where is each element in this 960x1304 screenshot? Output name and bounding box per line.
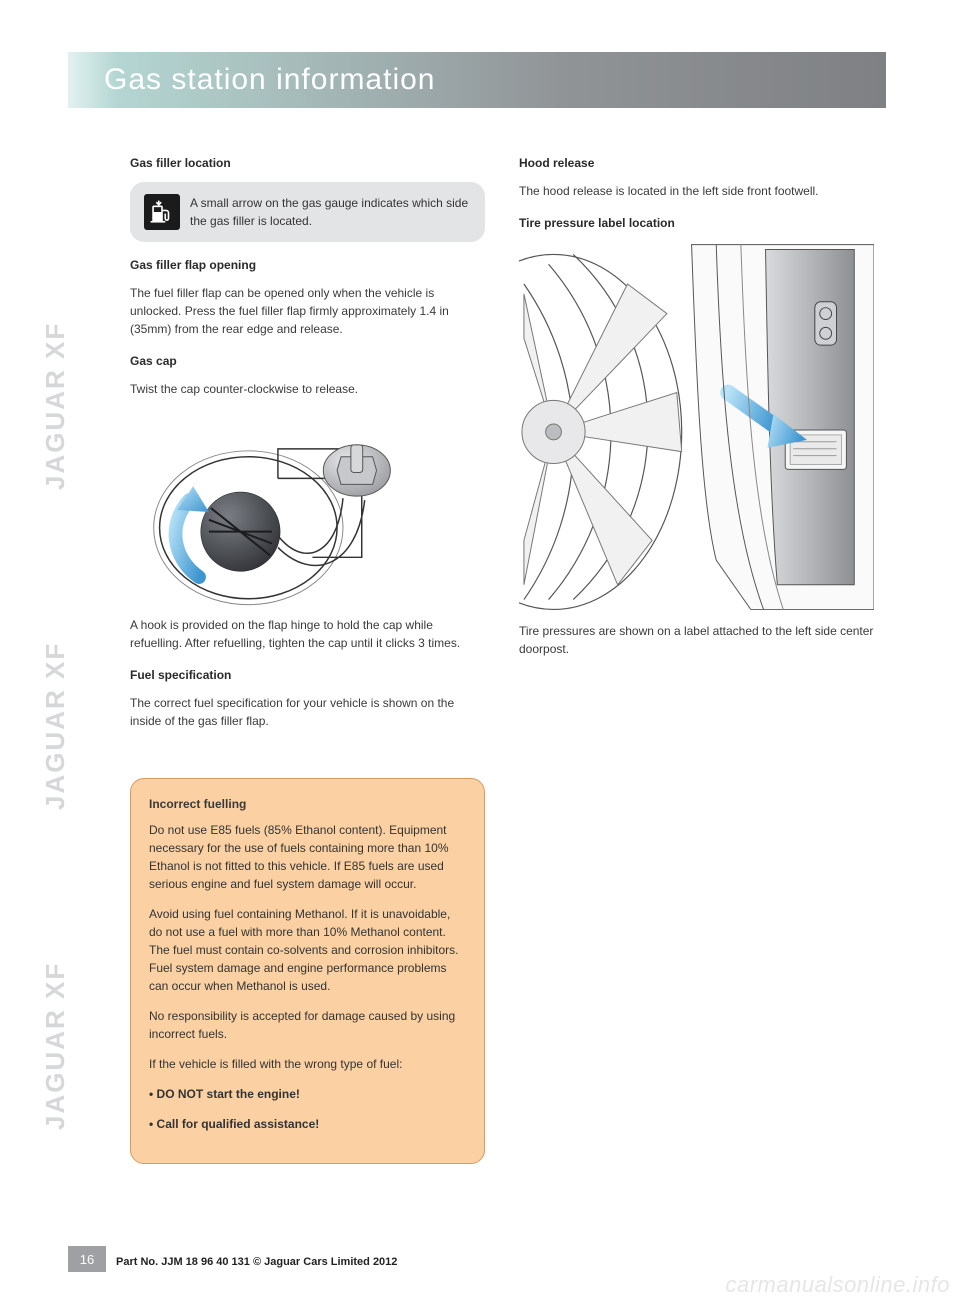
footer-text: Part No. JJM 18 96 40 131 © Jaguar Cars … [116, 1256, 397, 1268]
para-tire: Tire pressures are shown on a label atta… [519, 622, 874, 658]
warn-title: Incorrect fuelling [149, 795, 466, 813]
page-number: 16 [68, 1246, 106, 1272]
heading-filler-location: Gas filler location [130, 154, 485, 172]
watermark: carmanualsonline.info [725, 1272, 950, 1298]
page: Gas station information JAGUAR XF JAGUAR… [0, 0, 960, 1304]
heading-flap-opening: Gas filler flap opening [130, 256, 485, 274]
heading-hood: Hood release [519, 154, 874, 172]
page-title: Gas station information [104, 63, 435, 97]
side-label-3: JAGUAR XF [40, 1090, 71, 1130]
warn-p4: If the vehicle is filled with the wrong … [149, 1055, 466, 1073]
heading-fuel-spec: Fuel specification [130, 666, 485, 684]
heading-tire: Tire pressure label location [519, 214, 874, 232]
side-label-1: JAGUAR XF [40, 450, 71, 490]
right-column: Hood release The hood release is located… [519, 140, 874, 1214]
fuel-pump-icon [144, 194, 180, 230]
warn-b1: • DO NOT start the engine! [149, 1085, 466, 1103]
warning-box: Incorrect fuelling Do not use E85 fuels … [130, 778, 485, 1164]
para-cap: Twist the cap counter-clockwise to relea… [130, 380, 485, 398]
warn-p2: Avoid using fuel containing Methanol. If… [149, 905, 466, 995]
info-box: A small arrow on the gas gauge indicates… [130, 182, 485, 242]
warn-p1: Do not use E85 fuels (85% Ethanol conten… [149, 821, 466, 893]
side-label-2: JAGUAR XF [40, 770, 71, 810]
info-text: A small arrow on the gas gauge indicates… [190, 194, 471, 230]
para-flap: The fuel filler flap can be opened only … [130, 284, 485, 338]
content-columns: Gas filler location A small arrow on the… [130, 140, 874, 1214]
left-column: Gas filler location A small arrow on the… [130, 140, 485, 1214]
banner: Gas station information [68, 52, 886, 108]
para-fuel-spec: The correct fuel specification for your … [130, 694, 485, 730]
warn-b2: • Call for qualified assistance! [149, 1115, 466, 1133]
heading-gas-cap: Gas cap [130, 352, 485, 370]
para-hood: The hood release is located in the left … [519, 182, 874, 200]
para-hook: A hook is provided on the flap hinge to … [130, 616, 485, 652]
figure-gas-cap [130, 408, 485, 608]
figure-tire-label [519, 242, 874, 612]
warn-p3: No responsibility is accepted for damage… [149, 1007, 466, 1043]
